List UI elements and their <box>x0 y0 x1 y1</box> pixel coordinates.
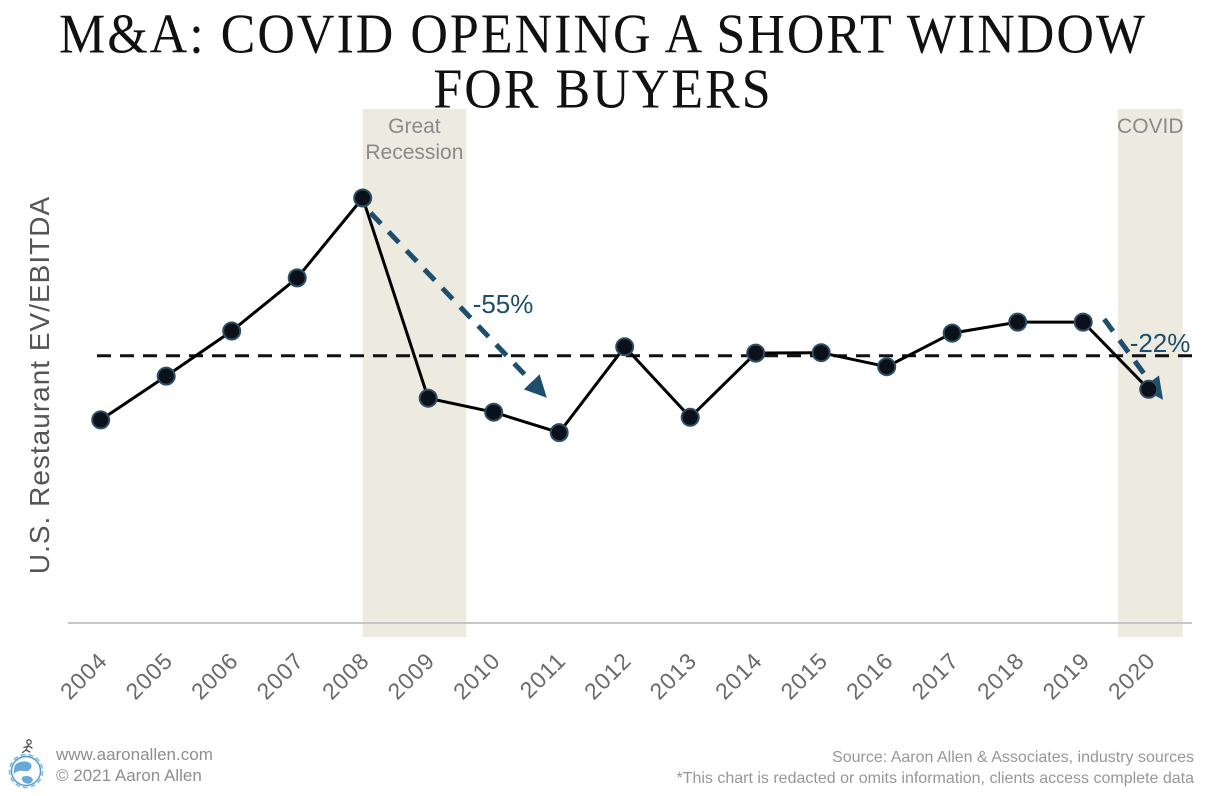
band-label: Great <box>388 115 441 138</box>
data-point <box>746 343 766 363</box>
y-axis-label: U.S. Restaurant EV/EBITDA <box>24 195 55 575</box>
data-point <box>680 407 700 427</box>
x-tick-label: 2010 <box>448 647 505 704</box>
title-line-1: M&A: COVID OPENING A SHORT WINDOW <box>59 3 1147 66</box>
data-point <box>1008 312 1028 332</box>
highlight-band <box>362 109 467 637</box>
x-tick-label: 2017 <box>906 647 963 704</box>
highlight-band <box>1117 109 1183 637</box>
globe-logo-icon <box>8 739 44 789</box>
x-tick-label: 2014 <box>710 647 767 704</box>
footer-copyright: © 2021 Aaron Allen <box>56 766 202 785</box>
x-tick-label: 2008 <box>317 647 374 704</box>
x-tick-label: 2011 <box>515 647 571 703</box>
data-point <box>942 323 962 343</box>
band-label: Recession <box>365 141 463 164</box>
page-title: M&A: COVID OPENING A SHORT WINDOW FOR BU… <box>0 3 1206 120</box>
data-point <box>484 402 504 422</box>
x-tick-label: 2013 <box>644 647 701 704</box>
x-tick-label: 2016 <box>841 647 898 704</box>
x-tick-label: 2006 <box>186 647 243 704</box>
data-point <box>222 321 242 341</box>
x-tick-label: 2007 <box>251 647 308 704</box>
series-line <box>99 194 1150 435</box>
data-point <box>287 268 307 288</box>
footer-disclaimer: *This chart is redacted or omits informa… <box>676 770 1194 788</box>
data-point <box>353 188 373 208</box>
x-tick-label: 2005 <box>120 647 177 704</box>
x-tick-label: 2018 <box>972 647 1029 704</box>
chart-area: Great Recession COVID -55% -22% 2004 2005 2006 2… <box>55 109 1192 705</box>
footer-brand: www.aaronallen.com © 2021 Aaron Allen <box>6 738 213 792</box>
data-point <box>1073 312 1093 332</box>
data-point <box>877 357 897 377</box>
footer-source-block: Source: Aaron Allen & Associates, indust… <box>676 748 1194 790</box>
x-tick-label: 2012 <box>579 647 636 704</box>
x-tick-label: 2020 <box>1103 647 1160 704</box>
data-point <box>549 423 569 443</box>
data-point <box>91 410 111 430</box>
footer-website: www.aaronallen.com <box>56 744 213 764</box>
data-point <box>811 343 831 363</box>
data-point <box>156 366 176 386</box>
footer-source: Source: Aaron Allen & Associates, indust… <box>832 749 1194 767</box>
data-point <box>615 337 635 357</box>
x-tick-label: 2015 <box>775 647 832 704</box>
title-line-2: FOR BUYERS <box>433 58 773 120</box>
x-tick-label: 2019 <box>1037 647 1094 704</box>
x-tick-label: 2009 <box>382 647 439 704</box>
x-tick-label: 2004 <box>55 647 112 704</box>
band-label: COVID <box>1117 115 1184 138</box>
drop-percentage-label: -22% <box>1130 328 1191 358</box>
data-point <box>418 388 438 408</box>
drop-percentage-label: -55% <box>473 289 534 319</box>
data-point <box>1139 379 1159 399</box>
